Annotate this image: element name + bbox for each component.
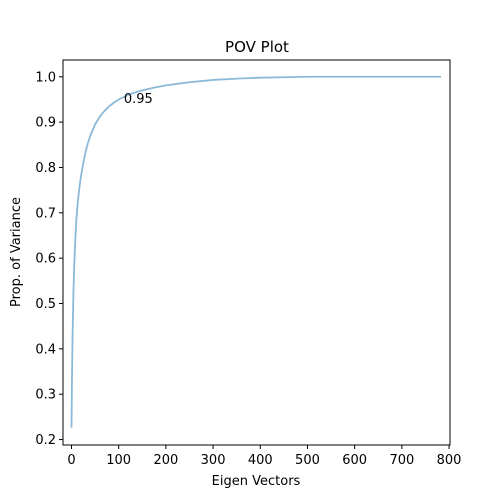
- y-tick-label: 0.4: [35, 342, 56, 357]
- tick-marks: 0 100 200 300 400 500 600 700 800 0.2 0.3 0.4 0.5 0.6…: [35, 70, 461, 468]
- x-tick-label: 400: [248, 453, 273, 468]
- annotation-label: 0.95: [124, 92, 153, 107]
- y-tick-label: 1.0: [35, 70, 56, 85]
- x-tick-label: 0: [67, 453, 75, 468]
- chart-title: POV Plot: [225, 38, 289, 56]
- y-axis-label: Prop. of Variance: [9, 197, 24, 307]
- x-tick-label: 100: [106, 453, 131, 468]
- x-tick-label: 600: [342, 453, 367, 468]
- x-tick-label: 800: [437, 453, 462, 468]
- plot-frame: [62, 59, 451, 446]
- y-tick-label: 0.3: [35, 388, 56, 403]
- y-tick-label: 0.8: [35, 161, 56, 176]
- y-tick-label: 0.7: [35, 206, 56, 221]
- series-line-0: [70, 75, 442, 428]
- x-tick-label: 700: [389, 453, 414, 468]
- y-tick-label: 0.9: [35, 116, 56, 131]
- x-tick-label: 200: [153, 453, 178, 468]
- y-tick-label: 0.2: [35, 433, 56, 448]
- y-tick-label: 0.6: [35, 252, 56, 267]
- plot-area: 0.95: [70, 75, 442, 428]
- x-axis-label: Eigen Vectors: [212, 474, 301, 489]
- y-tick-label: 0.5: [35, 297, 56, 312]
- x-tick-label: 300: [201, 453, 226, 468]
- x-tick-label: 500: [295, 453, 320, 468]
